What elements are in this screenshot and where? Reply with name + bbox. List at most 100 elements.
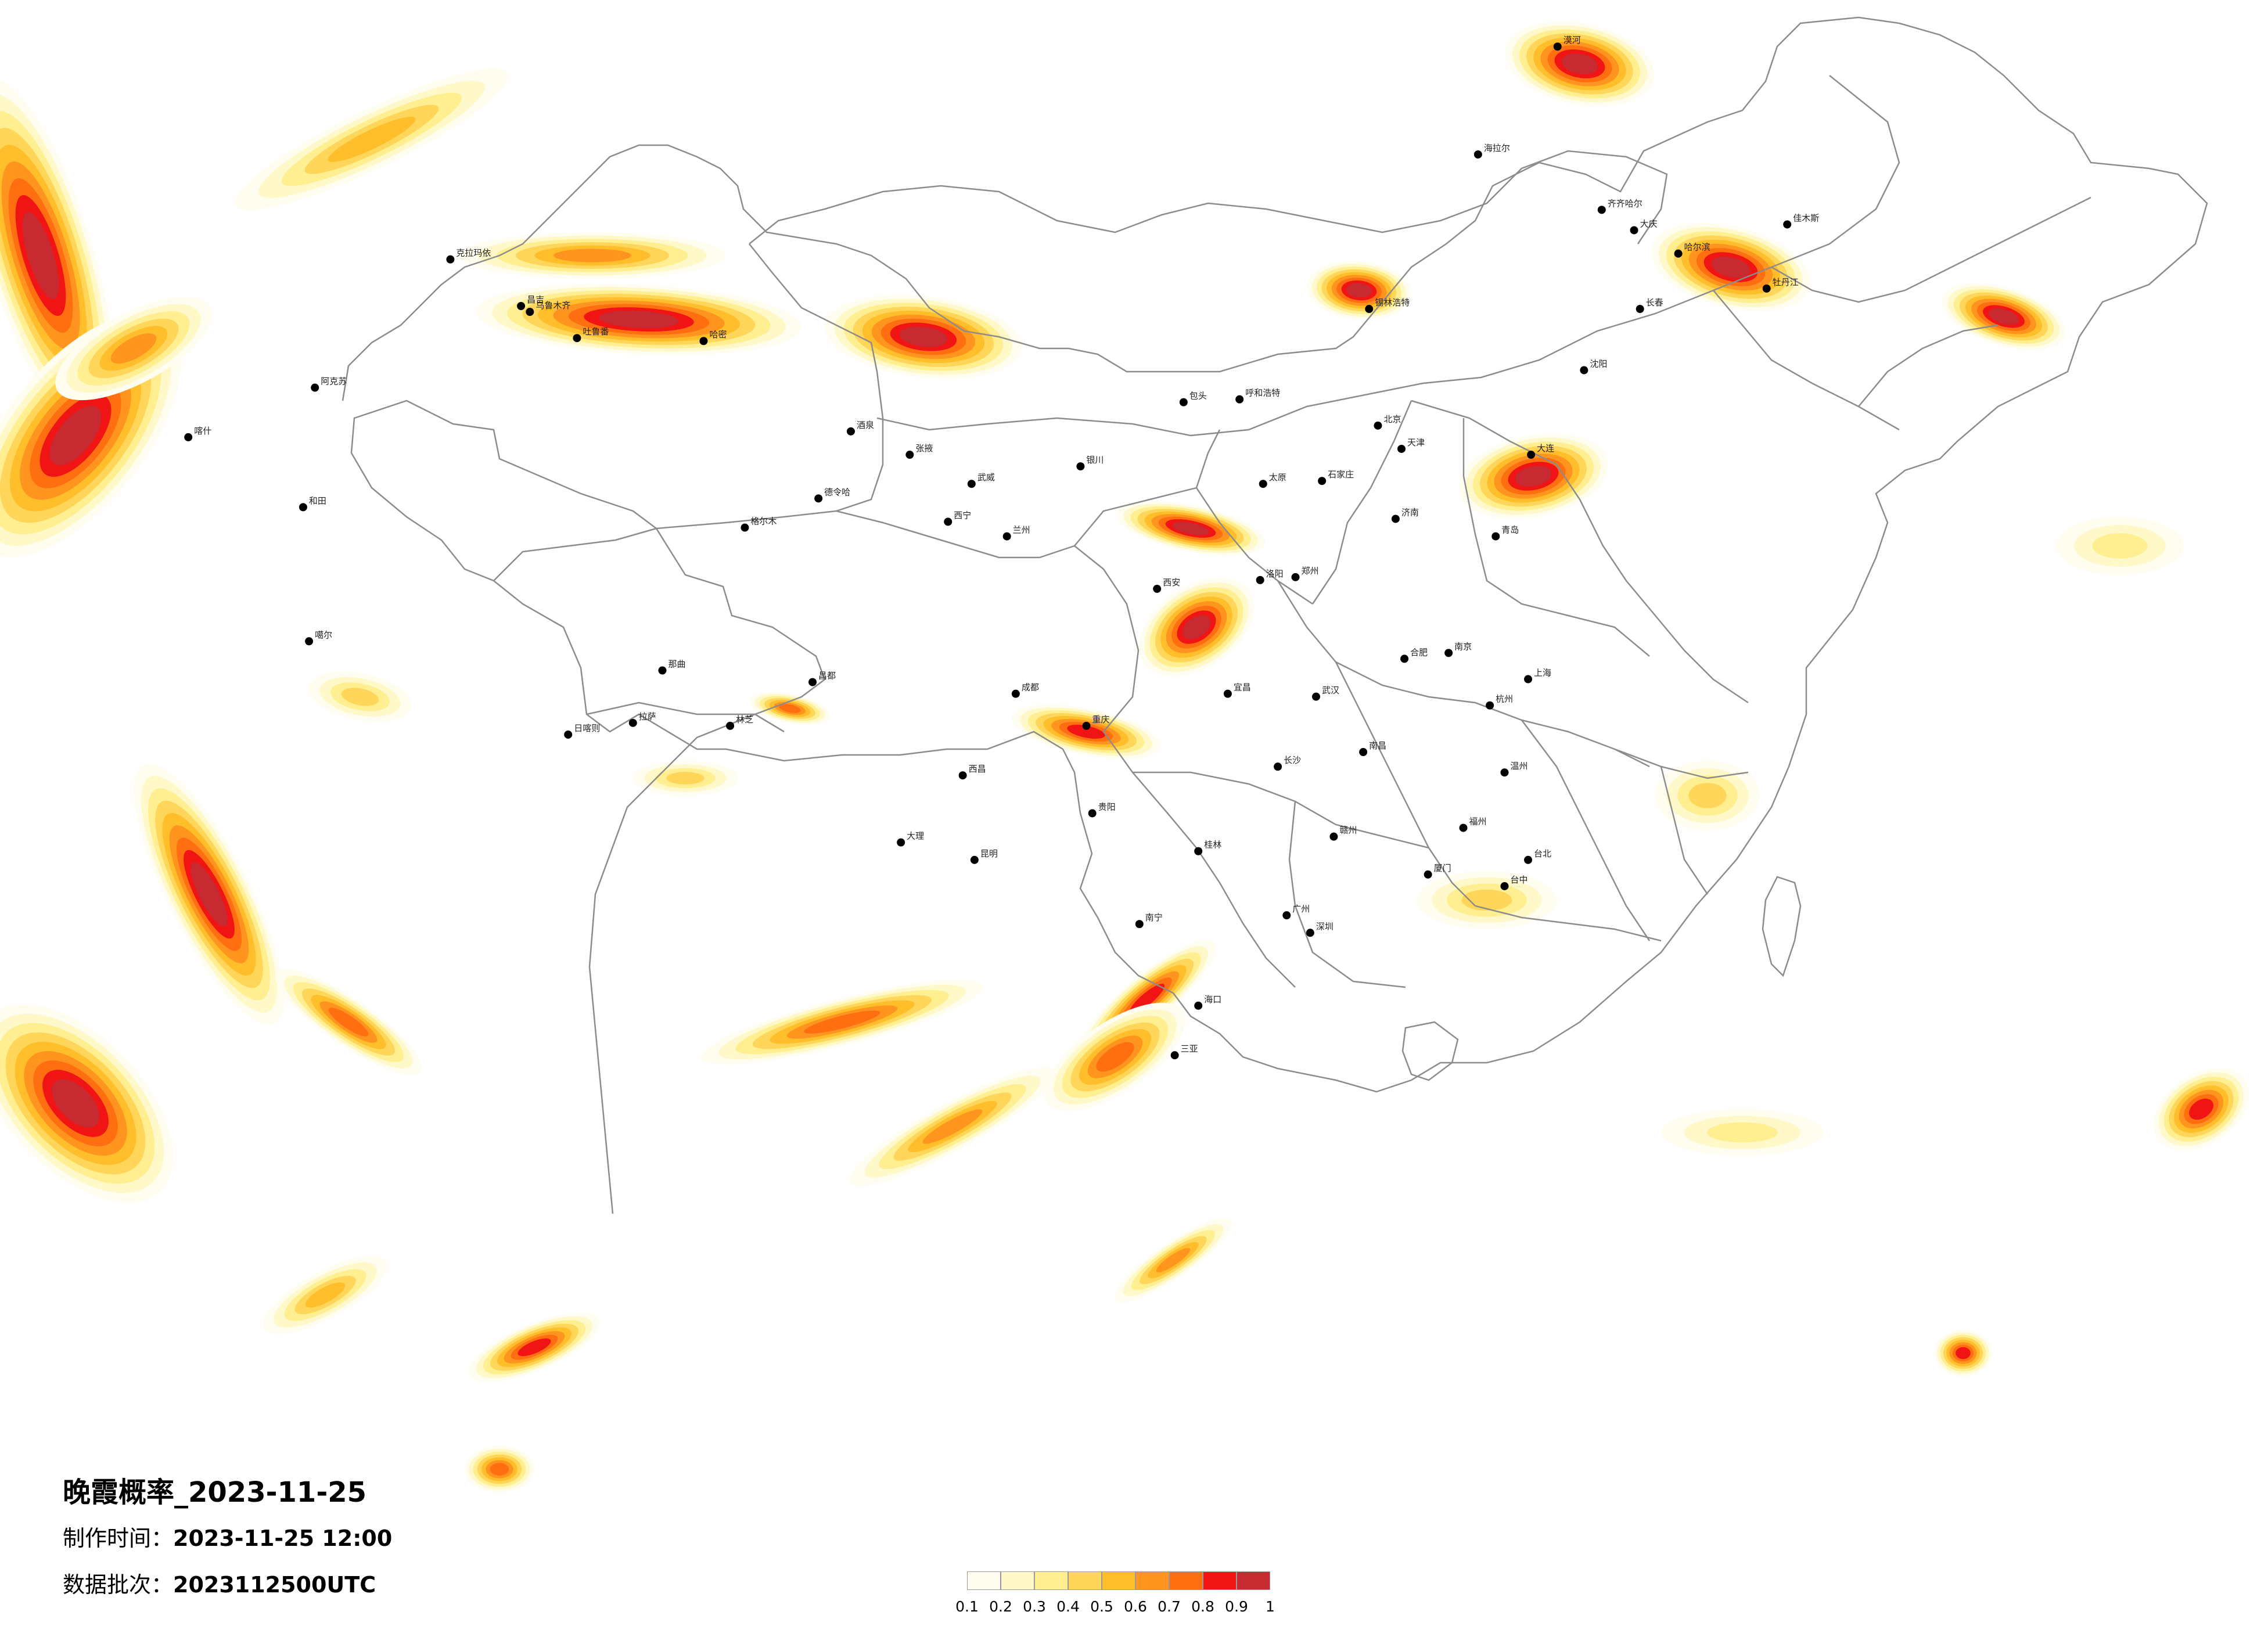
legend-swatch [1203,1571,1237,1590]
city-dot [741,523,749,532]
city-dot [564,730,573,739]
city-label: 台北 [1534,848,1551,859]
legend-swatch [1169,1571,1203,1590]
legend-swatch [1001,1571,1034,1590]
city-dot [897,838,905,847]
city-label: 沈阳 [1590,358,1607,369]
city-dot [1179,398,1188,406]
city-dot [1135,920,1144,929]
taiwan-outline [1762,876,1802,977]
city-label: 和田 [309,495,326,506]
city-label: 漠河 [1563,35,1581,45]
city-dot [1170,1051,1179,1060]
city-label: 天津 [1407,437,1425,448]
city-dot [970,855,979,864]
city-label: 长沙 [1284,755,1301,765]
city-label: 西安 [1163,577,1180,588]
legend-swatch [1068,1571,1102,1590]
city-label: 济南 [1401,507,1419,517]
city-label: 福州 [1469,816,1487,827]
city-label: 大庆 [1640,218,1658,229]
city-label: 格尔木 [750,516,777,527]
city-label: 包头 [1189,391,1207,401]
city-label: 洛阳 [1266,569,1284,579]
city-dot [1318,477,1327,485]
city-label: 阿克苏 [321,376,347,387]
city-dot [1194,847,1203,855]
city-label: 呼和浩特 [1245,388,1280,398]
city-label: 青岛 [1501,525,1519,535]
city-dot [1374,421,1382,430]
city-label: 大理 [907,831,924,841]
city-label: 拉萨 [639,711,656,722]
legend-swatch [1102,1571,1135,1590]
city-label: 喀什 [194,426,211,436]
city-label: 兰州 [1013,525,1030,535]
northeast-provinces [1713,196,2091,431]
data-batch-label: 数据批次： [63,1572,174,1598]
city-dot [1088,809,1097,818]
city-label: 银川 [1086,455,1104,465]
city-dot [1153,584,1162,593]
city-label: 哈密 [709,329,727,340]
city-dot [184,433,193,441]
city-label: 那曲 [668,659,685,670]
city-label: 日喀则 [574,723,600,733]
production-time: 制作时间：2023-11-25 12:00 [63,1520,392,1552]
city-dot [1256,575,1264,584]
city-label: 齐齐哈尔 [1608,198,1642,208]
northwest-provinces [1074,400,1412,605]
city-dot [299,503,307,512]
city-label: 佳木斯 [1793,213,1819,223]
north-central-provinces [1411,400,1749,704]
city-dot [1365,305,1374,314]
city-label: 哈尔滨 [1684,242,1710,253]
city-label: 温州 [1510,761,1527,771]
city-dot [958,771,967,780]
city-dot [1553,42,1562,51]
legend-tick: 0.7 [1158,1598,1181,1615]
city-dot [846,427,855,436]
city-label: 昌都 [818,671,836,681]
city-label: 锡林浩特 [1375,297,1410,308]
city-label: 三亚 [1181,1044,1198,1054]
legend-tick: 1 [1266,1598,1275,1615]
city-label: 重庆 [1092,714,1110,725]
city-dot [814,494,823,503]
city-dot [446,255,455,264]
city-dot [1274,762,1282,771]
city-label: 赣州 [1339,825,1357,836]
city-label: 克拉玛依 [456,248,491,258]
city-dot [1312,692,1321,701]
city-dot [1597,206,1606,214]
city-label: 武威 [977,472,995,483]
city-dot [944,517,953,526]
city-label: 德令哈 [824,487,850,497]
city-dot [1076,462,1085,471]
city-label: 杭州 [1496,694,1513,704]
city-dot [1500,768,1509,777]
city-dot [1500,882,1509,890]
city-label: 乌鲁木齐 [535,300,570,311]
city-label: 石家庄 [1328,469,1354,480]
city-label: 酒泉 [857,420,874,430]
city-dot [1306,929,1314,937]
city-dot [1011,689,1020,698]
hainan-outline [1401,1021,1459,1081]
legend-tick: 0.9 [1225,1598,1248,1615]
city-dot [1002,532,1011,541]
city-label: 武汉 [1322,685,1339,696]
city-dot [1444,649,1453,657]
city-label: 郑州 [1302,566,1319,576]
legend-tick: 0.8 [1191,1598,1214,1615]
legend-tick: 0.4 [1056,1598,1080,1615]
southwest-provinces [1102,731,1429,988]
map-title: 晚霞概率_2023-11-25 [63,1476,367,1509]
production-time-label: 制作时间： [63,1526,174,1551]
city-dot [1291,573,1300,581]
legend-tick: 0.1 [955,1598,979,1615]
city-dot [1282,911,1291,920]
city-label: 桂林 [1204,840,1221,850]
